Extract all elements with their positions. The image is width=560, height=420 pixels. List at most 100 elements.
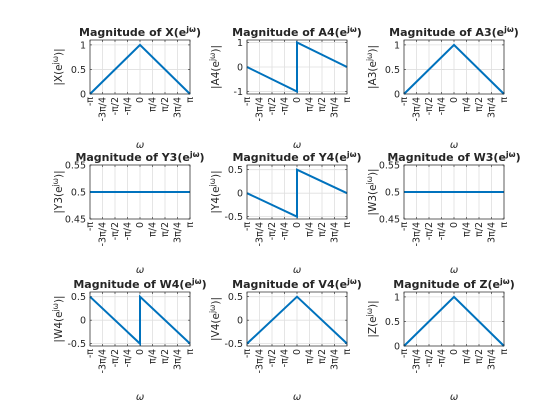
- x-tick-label: π: [499, 97, 510, 103]
- subplot-5: -π -3π/4 -π/2 -π/4 0 π/4 π/2 3π/4 π-0.500.5Magni…: [208, 150, 362, 277]
- x-tick-label: -3π/4: [98, 222, 109, 246]
- x-axis-label: ω: [293, 140, 301, 151]
- y-tick-label: 0: [80, 316, 86, 327]
- x-tick-label: π/4: [462, 222, 473, 237]
- x-axis-label: ω: [450, 265, 458, 276]
- x-tick-label: 0: [135, 97, 146, 103]
- y-tick-label: 0.5: [228, 292, 243, 303]
- x-tick-label: -π/2: [424, 97, 435, 115]
- data-series-line: [403, 295, 505, 347]
- axes-box: [89, 291, 191, 347]
- y-axis-label: |Y4(ejω)|: [208, 170, 223, 213]
- x-tick-label: 0: [135, 222, 146, 228]
- y-tick-label: 0.5: [228, 165, 243, 176]
- y-axis-label: |W3(ejω)|: [365, 168, 380, 215]
- data-series-line: [89, 294, 191, 346]
- x-tick-label: -π/4: [280, 349, 291, 367]
- x-tick-label: π: [499, 222, 510, 228]
- subplot-2: -π -3π/4 -π/2 -π/4 0 π/4 π/2 3π/4 π-101Magnitude…: [208, 25, 362, 152]
- x-tick-label: π: [499, 349, 510, 355]
- x-tick-label: 0: [449, 349, 460, 355]
- x-tick-label: π/2: [317, 349, 328, 364]
- x-tick-label: -π/4: [437, 349, 448, 367]
- x-tick-label: -π/4: [280, 97, 291, 115]
- subplot-1: -π -3π/4 -π/2 -π/4 0 π/4 π/2 3π/4 π00.51Magnitud…: [51, 25, 201, 152]
- y-tick-label: 0: [80, 90, 86, 101]
- y-axis-label: |V4(ejω)|: [208, 297, 223, 341]
- subplot-title: Magnitude of Z(ejω): [393, 277, 514, 292]
- y-tick-label: -1: [234, 87, 243, 98]
- x-tick-label: -π: [399, 222, 410, 231]
- x-tick-label: 3π/4: [487, 222, 498, 243]
- x-tick-label: π: [185, 97, 196, 103]
- x-tick-label: -π/4: [123, 349, 134, 367]
- subplot-6: -π -3π/4 -π/2 -π/4 0 π/4 π/2 3π/4 π 0.45 0.5 0.55Ma…: [365, 150, 521, 277]
- x-tick-label: π/2: [317, 97, 328, 112]
- x-tick-label: 3π/4: [173, 97, 184, 118]
- x-tick-label: -π/2: [424, 222, 435, 240]
- x-tick-label: 0: [292, 222, 303, 228]
- x-axis-label: ω: [293, 392, 301, 403]
- x-tick-label: -π: [85, 222, 96, 231]
- subplot-8: -π -3π/4 -π/2 -π/4 0 π/4 π/2 3π/4 π-0.500.5Magni…: [208, 277, 362, 404]
- x-tick-label: 0: [135, 349, 146, 355]
- y-tick-label: 0: [237, 189, 243, 200]
- subplot-9: -π -3π/4 -π/2 -π/4 0 π/4 π/2 3π/4 π00.51Magnitud…: [365, 277, 515, 404]
- x-tick-label: -π: [85, 97, 96, 106]
- x-tick-label: π/2: [160, 222, 171, 237]
- x-tick-label: π/4: [462, 349, 473, 364]
- subplot-title: Magnitude of Y3(ejω): [75, 150, 204, 165]
- x-tick-label: π/2: [160, 349, 171, 364]
- x-tick-label: 3π/4: [330, 349, 341, 370]
- subplot-7: -π -3π/4 -π/2 -π/4 0 π/4 π/2 3π/4 π-0.500.5Magni…: [51, 277, 207, 404]
- y-tick-label: 0.5: [71, 292, 86, 303]
- x-axis-label: ω: [450, 140, 458, 151]
- y-tick-label: 0.45: [65, 215, 86, 226]
- x-tick-label: -π: [399, 97, 410, 106]
- x-tick-label: π: [185, 349, 196, 355]
- x-tick-label: -π/2: [267, 349, 278, 367]
- subplot-title: Magnitude of A4(ejω): [232, 25, 362, 40]
- y-tick-label: 0.45: [379, 215, 400, 226]
- y-tick-label: 1: [237, 38, 243, 49]
- x-tick-label: -π: [242, 97, 253, 106]
- axes-box: [89, 164, 191, 220]
- y-tick-label: 1: [394, 292, 400, 303]
- subplot-3: -π -3π/4 -π/2 -π/4 0 π/4 π/2 3π/4 π00.51Magnitud…: [365, 25, 519, 152]
- x-tick-label: 3π/4: [487, 349, 498, 370]
- x-tick-label: -π/2: [267, 222, 278, 240]
- x-tick-label: π/4: [305, 222, 316, 237]
- data-series-line: [246, 295, 348, 345]
- axes-box: [246, 39, 348, 95]
- data-series-line: [89, 43, 191, 95]
- x-tick-label: π/4: [305, 349, 316, 364]
- x-tick-label: π/4: [305, 97, 316, 112]
- x-tick-label: -π/2: [110, 349, 121, 367]
- y-axis-label: |W4(ejω)|: [51, 295, 66, 342]
- x-tick-label: π: [342, 97, 353, 103]
- y-tick-label: 1: [80, 40, 86, 51]
- x-axis-label: ω: [136, 140, 144, 151]
- x-tick-label: π/4: [462, 97, 473, 112]
- x-tick-label: -3π/4: [255, 97, 266, 121]
- x-tick-label: 3π/4: [173, 222, 184, 243]
- x-tick-label: -π/2: [110, 222, 121, 240]
- x-tick-label: -3π/4: [98, 97, 109, 121]
- y-tick-label: 0: [237, 63, 243, 74]
- x-tick-label: -π/2: [424, 349, 435, 367]
- x-tick-label: π: [185, 222, 196, 228]
- y-tick-label: -0.5: [224, 212, 243, 223]
- x-tick-label: -π/4: [123, 222, 134, 240]
- y-tick-label: 0.5: [71, 188, 86, 199]
- x-tick-label: -3π/4: [255, 349, 266, 373]
- x-axis-label: ω: [293, 265, 301, 276]
- subplot-title: Magnitude of W3(ejω): [387, 150, 520, 165]
- y-tick-label: 1: [394, 40, 400, 51]
- data-series-line: [403, 43, 505, 95]
- axes-box: [246, 291, 348, 347]
- x-tick-label: -π: [242, 349, 253, 358]
- x-tick-label: -3π/4: [255, 222, 266, 246]
- y-axis-label: |A4(ejω)|: [208, 45, 223, 89]
- x-tick-label: 3π/4: [487, 97, 498, 118]
- x-tick-label: -π: [242, 222, 253, 231]
